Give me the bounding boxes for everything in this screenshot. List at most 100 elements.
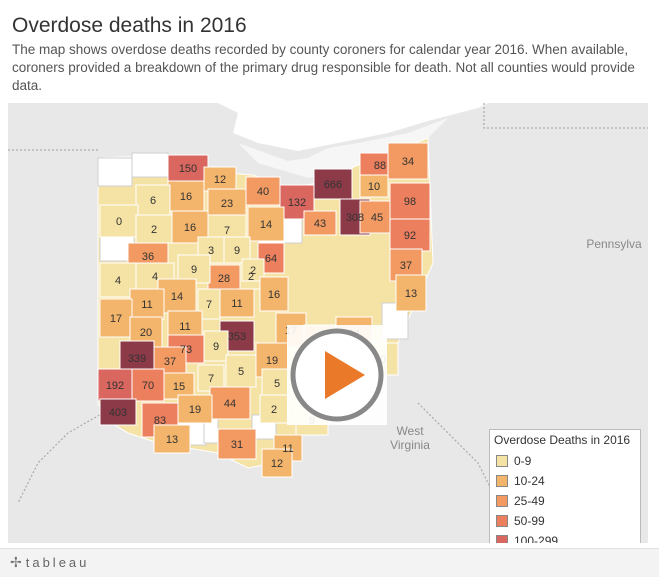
county-value-label: 12	[271, 458, 283, 470]
county-shape[interactable]	[131, 368, 165, 402]
legend-label: 100-299	[514, 534, 559, 543]
county-value-label: 14	[171, 291, 183, 303]
ohio-county-map[interactable]: 150 12 16 23 40 132 666 88 34 10 6 0 2 16 7 14 43 308 45 98…	[8, 103, 648, 543]
play-icon	[290, 328, 384, 422]
legend-swatch	[496, 535, 508, 543]
county-value-label: 83	[154, 415, 166, 427]
county-value-label: 5	[274, 378, 280, 390]
county-value-label: 150	[179, 163, 197, 175]
county-value-label: 31	[231, 439, 243, 451]
tableau-logo-text: tableau	[25, 555, 90, 570]
county-value-label: 43	[314, 218, 326, 230]
county-value-label: 88	[374, 160, 386, 172]
county-value-label: 0	[116, 216, 122, 228]
county-shape[interactable]	[259, 394, 289, 424]
lake-erie	[218, 103, 488, 151]
legend-item[interactable]: 50-99	[490, 511, 640, 531]
state-label-west: West	[396, 424, 424, 438]
county-shape[interactable]	[387, 142, 429, 180]
county-shape[interactable]	[313, 168, 353, 200]
county-shape[interactable]	[177, 394, 213, 424]
county-value-label: 14	[260, 219, 272, 231]
lake-erie-shore	[238, 118, 448, 178]
county-value-label: 17	[110, 313, 122, 325]
county-value-label: 2	[250, 265, 256, 277]
county-shape[interactable]	[153, 424, 191, 454]
page-subtitle: The map shows overdose deaths recorded b…	[12, 42, 635, 93]
legend-label: 50-99	[514, 514, 545, 528]
county-shape[interactable]	[217, 428, 257, 460]
legend-item[interactable]: 10-24	[490, 471, 640, 491]
county-value-label: 11	[141, 299, 152, 311]
legend-swatch	[496, 515, 508, 527]
county-shape[interactable]	[203, 330, 229, 362]
county-value-label: 11	[231, 298, 242, 310]
wv-border	[417, 402, 529, 534]
county-value-label: 2	[248, 271, 254, 283]
county-value-label: 2	[271, 404, 277, 416]
county-value-label: 13	[405, 288, 417, 300]
county-shape[interactable]	[359, 174, 389, 198]
county-shape[interactable]	[395, 274, 427, 312]
county-value-label: 19	[189, 404, 201, 416]
county-value-label: 192	[106, 380, 124, 392]
county-value-label: 666	[324, 179, 342, 191]
county-value-label: 64	[265, 253, 277, 265]
legend-item[interactable]: 0-9	[490, 451, 640, 471]
county-value-label: 16	[184, 222, 196, 234]
county-value-label: 11	[179, 321, 190, 333]
county-value-label: 2	[151, 224, 157, 236]
county-shape[interactable]	[241, 258, 265, 282]
county-value-label: 12	[214, 174, 226, 186]
county-value-label: 9	[234, 245, 240, 257]
county-shape[interactable]	[247, 206, 285, 242]
county-shape[interactable]	[225, 354, 257, 388]
county-shape[interactable]	[359, 200, 395, 234]
state-label-pennsylvania: Pennsylva	[586, 237, 642, 251]
county-value-label: 15	[173, 381, 185, 393]
county-value-label: 11	[282, 443, 293, 455]
county-value-label: 4	[115, 275, 121, 287]
county-value-label: 10	[368, 181, 380, 193]
county-shape[interactable]	[259, 276, 289, 312]
county-value-label: 9	[191, 264, 197, 276]
county-shape[interactable]	[257, 242, 285, 274]
tableau-plus-icon: ✢	[10, 554, 22, 570]
county-value-label: 308	[346, 212, 364, 224]
county-shape[interactable]	[245, 176, 281, 206]
county-value-label: 132	[288, 197, 306, 209]
legend-item[interactable]: 100-299	[490, 531, 640, 543]
county-shape[interactable]	[207, 264, 241, 292]
county-shape[interactable]	[389, 182, 431, 220]
county-shape[interactable]	[303, 210, 337, 236]
county-shape[interactable]	[99, 398, 137, 426]
tableau-logo[interactable]: ✢ tableau	[10, 554, 89, 571]
county-value-label: 36	[142, 251, 154, 263]
county-shape[interactable]	[135, 214, 173, 244]
county-shape[interactable]	[167, 154, 209, 182]
county-value-label: 70	[142, 380, 154, 392]
county-shape[interactable]	[209, 386, 251, 420]
legend-item[interactable]: 25-49	[490, 491, 640, 511]
county-value-label: 44	[224, 398, 236, 410]
county-value-label: 28	[218, 273, 230, 285]
county-value-label: 92	[404, 230, 416, 242]
county-value-label: 16	[268, 289, 280, 301]
county-value-label: 7	[206, 299, 212, 311]
county-value-label: 98	[404, 196, 416, 208]
county-shape[interactable]	[99, 298, 133, 338]
county-value-label: 5	[238, 366, 244, 378]
footer-bar: ✢ tableau	[0, 548, 659, 577]
county-na[interactable]	[131, 152, 169, 178]
county-na[interactable]	[97, 157, 133, 187]
county-shape[interactable]	[167, 180, 205, 212]
county-shape[interactable]	[261, 448, 293, 478]
map-legend: Overdose Deaths in 2016 0-9 10-24 25-49 50-…	[489, 429, 641, 543]
state-label-virginia: Virginia	[390, 438, 430, 452]
county-shape[interactable]	[219, 288, 255, 318]
pennsylvania-ny-border	[483, 103, 648, 129]
play-button[interactable]	[287, 325, 387, 425]
legend-swatch	[496, 475, 508, 487]
page-title: Overdose deaths in 2016	[12, 14, 247, 37]
